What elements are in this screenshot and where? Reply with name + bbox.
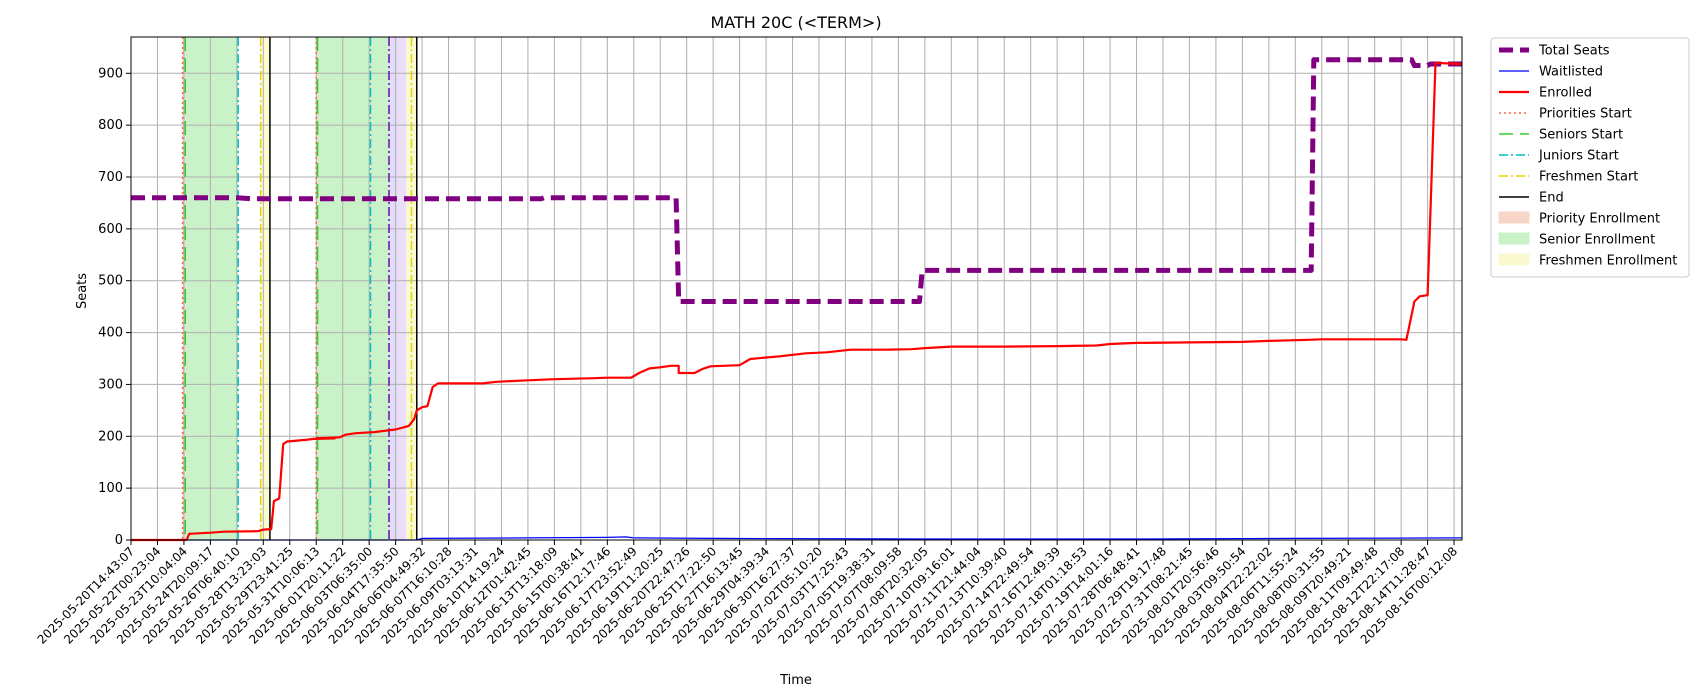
waitlisted-series [131, 536, 1463, 541]
legend-label: Enrolled [1539, 86, 1592, 101]
legend-label: Priorities Start [1539, 107, 1632, 122]
legend-swatch [1498, 232, 1530, 245]
enrollment-region-6 [396, 37, 407, 540]
y-tick-label: 800 [98, 118, 123, 133]
legend-swatch [1498, 211, 1530, 224]
y-tick-label: 400 [98, 326, 123, 341]
y-tick-label: 200 [98, 429, 123, 444]
legend-label: End [1539, 191, 1564, 206]
legend-label: Freshmen Start [1539, 170, 1638, 185]
legend-label: Total Seats [1538, 44, 1610, 59]
enrollment-region-2 [260, 37, 270, 540]
enrolled-series [131, 61, 1463, 542]
y-tick-label: 900 [98, 66, 123, 81]
x-axis-label: Time [779, 673, 812, 688]
legend-label: Senior Enrollment [1539, 233, 1655, 248]
legend-label: Seniors Start [1539, 128, 1623, 143]
y-tick-label: 600 [98, 222, 123, 237]
legend-label: Freshmen Enrollment [1539, 254, 1677, 269]
enrollment-region-5 [388, 37, 397, 540]
legend-swatch [1498, 253, 1530, 266]
legend: Total Seats Waitlisted Enrolled Priorities … [1490, 37, 1690, 278]
legend-label: Waitlisted [1539, 65, 1603, 80]
y-tick-label: 100 [98, 481, 123, 496]
plot-frame [130, 36, 1463, 541]
y-axis-label: Seats [75, 273, 90, 309]
total-seats-series [131, 57, 1462, 304]
legend-label: Juniors Start [1538, 149, 1619, 164]
chart-title: MATH 20C (<TERM>) [710, 13, 881, 32]
y-tick-label: 0 [115, 533, 123, 548]
y-tick-label: 700 [98, 170, 123, 185]
y-tick-label: 500 [98, 274, 123, 289]
enrollment-region-1 [185, 37, 239, 540]
legend-box [1490, 37, 1690, 278]
enrollment-region-4 [317, 37, 389, 540]
legend-label: Priority Enrollment [1539, 212, 1660, 227]
y-tick-label: 300 [98, 377, 123, 392]
